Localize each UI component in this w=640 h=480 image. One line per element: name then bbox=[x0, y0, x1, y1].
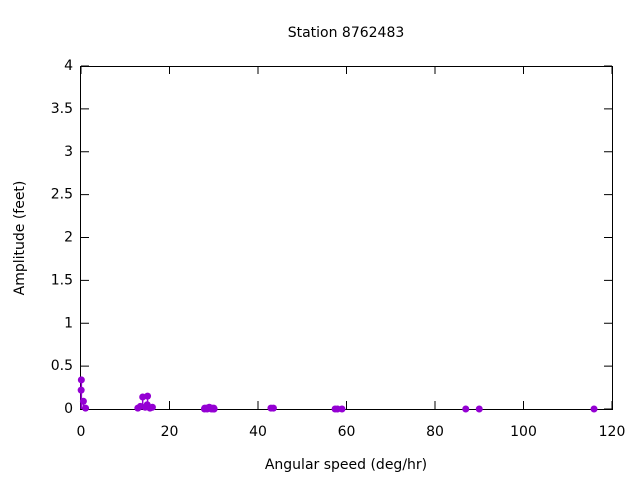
x-tick-label: 100 bbox=[510, 424, 537, 440]
point bbox=[210, 405, 218, 413]
chart-title: Station 8762483 bbox=[288, 25, 405, 41]
x-tick-label: 0 bbox=[77, 424, 86, 440]
point bbox=[338, 405, 346, 413]
point bbox=[590, 405, 598, 413]
point bbox=[148, 403, 156, 411]
point bbox=[82, 404, 90, 412]
y-tick-label: 2 bbox=[64, 230, 73, 246]
x-tick-label: 40 bbox=[249, 424, 267, 440]
point bbox=[77, 376, 85, 384]
x-tick-label: 80 bbox=[426, 424, 444, 440]
y-tick-label: 1 bbox=[64, 315, 73, 331]
point bbox=[269, 404, 277, 412]
point bbox=[144, 392, 152, 400]
plot-border bbox=[80, 66, 613, 410]
y-axis-label: Amplitude (feet) bbox=[12, 181, 28, 296]
y-tick-label: 3 bbox=[64, 144, 73, 160]
point bbox=[462, 405, 470, 413]
y-tick-label: 0.5 bbox=[51, 358, 73, 374]
point bbox=[475, 405, 483, 413]
x-tick-label: 120 bbox=[599, 424, 626, 440]
x-axis-label: Angular speed (deg/hr) bbox=[265, 457, 427, 473]
y-tick-label: 4 bbox=[64, 58, 73, 74]
x-tick-label: 20 bbox=[161, 424, 179, 440]
point bbox=[79, 397, 87, 405]
x-tick-label: 60 bbox=[338, 424, 356, 440]
y-tick-label: 1.5 bbox=[51, 272, 73, 288]
y-tick-label: 0 bbox=[64, 401, 73, 417]
y-tick-label: 2.5 bbox=[51, 187, 73, 203]
y-tick-label: 3.5 bbox=[51, 101, 73, 117]
